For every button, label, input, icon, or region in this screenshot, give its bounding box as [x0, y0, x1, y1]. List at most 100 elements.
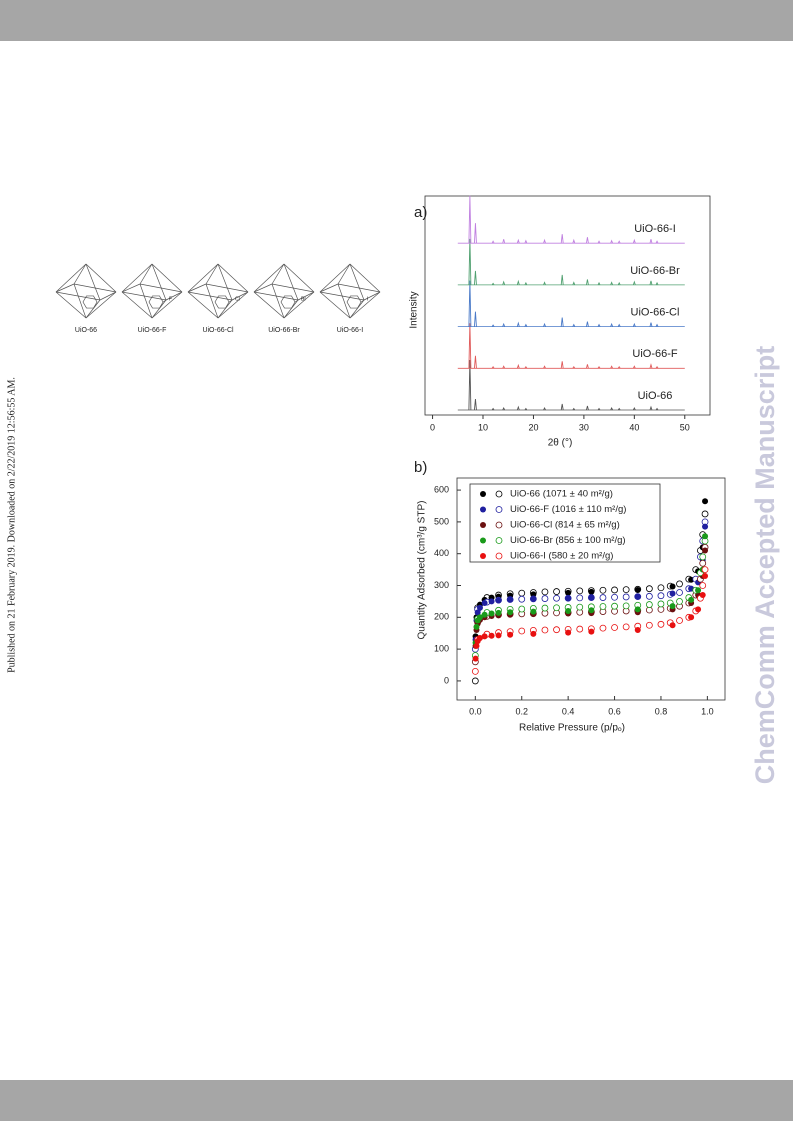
diffraction-peak — [473, 223, 477, 244]
octahedron-edge — [253, 263, 285, 293]
diffraction-peak — [491, 282, 495, 286]
legend-label: UiO-66-I (580 ± 20 m²/g) — [510, 551, 613, 562]
desorption-point — [611, 586, 618, 594]
diffraction-peak — [617, 365, 621, 369]
diffraction-peak — [516, 279, 520, 286]
adsorption-point — [472, 655, 479, 662]
diffraction-peak — [585, 321, 589, 327]
octahedron-edge — [231, 291, 249, 301]
diffraction-peak — [572, 407, 576, 411]
diffraction-peak — [473, 398, 477, 411]
octahedron-edge — [55, 283, 75, 293]
adsorption-point — [688, 614, 695, 621]
adsorption-point — [473, 642, 480, 649]
series-label: UiO-66 — [638, 390, 673, 402]
octahedron-edge — [139, 283, 153, 319]
desorption-point — [599, 594, 607, 601]
adsorption-point — [507, 631, 514, 638]
diffraction-peak — [491, 365, 495, 369]
desorption-point — [553, 626, 560, 634]
legend-marker — [480, 522, 486, 528]
structure-label: UiO-66-Cl — [202, 327, 234, 334]
desorption-point — [645, 601, 653, 608]
adsorption-point — [669, 603, 676, 610]
diffraction-peak — [617, 323, 621, 327]
x-tick-label: 0.2 — [515, 706, 528, 716]
adsorption-point — [476, 614, 483, 621]
octahedron-edge — [151, 263, 183, 293]
octahedron-edge — [121, 283, 141, 293]
diffraction-peak — [543, 322, 546, 327]
legend-label: UiO-66-Cl (814 ± 65 m²/g) — [510, 520, 620, 531]
octahedron-edge — [73, 283, 117, 293]
adsorption-point — [565, 589, 572, 596]
desorption-point — [541, 595, 549, 602]
diffraction-peak — [649, 239, 653, 244]
diffraction-peak — [597, 407, 601, 411]
desorption-point — [541, 604, 549, 612]
desorption-point — [676, 598, 683, 605]
diffraction-peak — [560, 317, 564, 327]
octahedron-edge — [151, 299, 167, 319]
diffraction-peak — [585, 237, 589, 244]
top-bar — [0, 0, 793, 41]
desorption-point — [699, 582, 707, 589]
adsorption-point — [634, 586, 641, 593]
legend-label: UiO-66-F (1016 ± 110 m²/g) — [510, 504, 626, 515]
desorption-point — [471, 677, 479, 685]
legend-marker — [495, 490, 503, 498]
octahedron-edge — [205, 283, 219, 319]
diffraction-peak — [572, 281, 576, 286]
desorption-point — [645, 592, 653, 600]
desorption-point — [657, 620, 665, 628]
diffraction-peak — [655, 323, 659, 327]
diffraction-peak — [610, 239, 614, 244]
desorption-point — [553, 604, 560, 612]
x-tick-label: 50 — [680, 422, 690, 432]
adsorption-point — [702, 547, 709, 554]
octahedron-edge — [99, 291, 117, 301]
adsorption-point — [488, 610, 495, 617]
desorption-point — [518, 627, 526, 635]
adsorption-point — [588, 594, 595, 601]
octahedron-edge — [363, 291, 381, 301]
x-axis-label: Relative Pressure (p/pₒ) — [519, 723, 625, 734]
octahedron-edge — [349, 291, 381, 319]
diffraction-peak — [491, 240, 495, 244]
diffraction-peak — [632, 365, 636, 369]
octahedron-edge — [271, 263, 285, 285]
desorption-point — [599, 586, 607, 594]
adsorption-point — [481, 633, 488, 640]
diffraction-peak — [597, 323, 601, 327]
diffraction-peak — [632, 322, 636, 327]
octahedron-edge — [349, 263, 381, 293]
desorption-point — [657, 600, 665, 608]
diffraction-peak — [491, 324, 495, 327]
diffraction-peak — [516, 321, 520, 327]
diffraction-peak — [655, 281, 659, 286]
structure-label: UiO-66-Br — [268, 327, 300, 334]
diffraction-peak — [632, 238, 636, 244]
diffraction-peak — [524, 323, 528, 327]
desorption-point — [657, 592, 665, 600]
y-tick-label: 400 — [434, 548, 449, 558]
x-tick-label: 0.0 — [469, 706, 482, 716]
diffraction-peak — [543, 281, 546, 286]
octahedron-edge — [283, 299, 299, 319]
structure-label: UiO-66-I — [337, 327, 364, 334]
legend-marker — [495, 537, 503, 544]
diffraction-peak — [468, 280, 472, 327]
adsorption-point — [530, 595, 537, 602]
diffraction-peak — [468, 323, 472, 369]
desorption-point — [599, 603, 607, 610]
desorption-point — [611, 593, 618, 601]
desorption-point — [611, 602, 618, 610]
desorption-point — [622, 602, 630, 610]
diffraction-peak — [524, 281, 528, 286]
adsorption-point — [702, 572, 709, 579]
linker-ring — [148, 295, 164, 309]
diffraction-peak — [632, 406, 636, 411]
adsorption-point — [473, 623, 480, 630]
desorption-point — [541, 626, 549, 634]
octahedron-edge — [85, 263, 101, 301]
